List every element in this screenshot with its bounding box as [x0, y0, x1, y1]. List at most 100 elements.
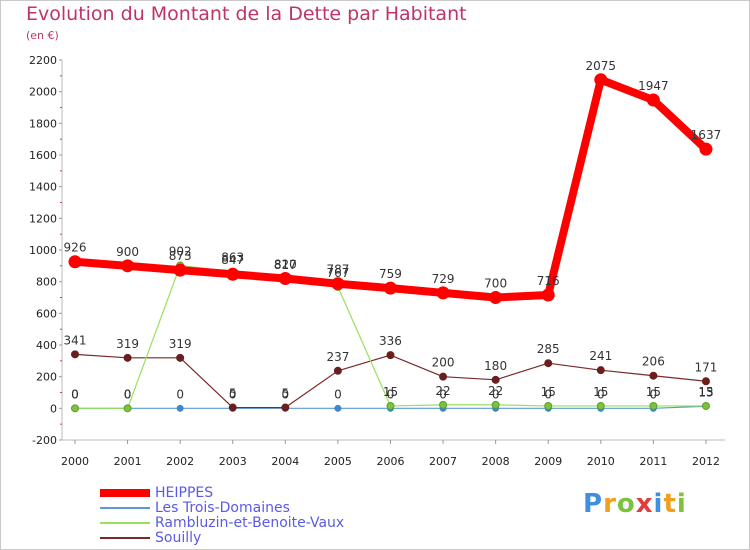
data-label: 0 — [334, 387, 342, 401]
data-point — [334, 404, 342, 412]
x-tick-label: 2003 — [219, 455, 247, 468]
data-point — [649, 371, 658, 380]
data-point — [228, 403, 237, 412]
data-point — [596, 401, 605, 410]
x-tick-label: 2004 — [271, 455, 299, 468]
data-point — [281, 403, 290, 412]
data-label: 0 — [597, 387, 605, 401]
data-point — [386, 401, 395, 410]
x-tick-label: 2011 — [639, 455, 667, 468]
legend-label: Rambluzin-et-Benoite-Vaux — [155, 515, 345, 531]
data-point — [491, 375, 500, 384]
data-label: 200 — [432, 356, 455, 370]
x-tick-label: 2001 — [114, 455, 142, 468]
data-point — [123, 404, 132, 413]
data-label: 926 — [64, 241, 87, 255]
data-point — [491, 400, 500, 409]
data-point — [333, 366, 342, 375]
data-label: 1947 — [638, 79, 669, 93]
data-label: 863 — [221, 251, 244, 265]
y-tick-label: -200 — [32, 434, 57, 447]
data-label: 237 — [326, 350, 349, 364]
data-point — [123, 353, 132, 362]
logo-letter: x — [635, 489, 654, 519]
x-tick-label: 2005 — [324, 455, 352, 468]
legend-swatch — [100, 489, 150, 497]
data-point — [439, 400, 448, 409]
legend-swatch — [100, 522, 150, 524]
x-tick-label: 2006 — [376, 455, 404, 468]
data-point — [226, 267, 240, 281]
logo-letter: i — [653, 489, 664, 519]
data-label: 0 — [229, 387, 237, 401]
data-label: 902 — [169, 245, 192, 259]
data-label: 15 — [541, 385, 556, 399]
data-point — [176, 404, 184, 412]
logo-letter: i — [676, 489, 687, 519]
data-label: 900 — [116, 245, 139, 259]
data-label: 13 — [698, 385, 713, 399]
data-point — [173, 263, 187, 277]
data-point — [596, 366, 605, 375]
data-label: 767 — [326, 266, 349, 280]
data-label: 180 — [484, 359, 507, 373]
data-label: 729 — [432, 272, 455, 286]
legend-swatch — [100, 537, 150, 539]
data-label: 0 — [387, 387, 395, 401]
data-label: 759 — [379, 267, 402, 281]
data-point — [71, 404, 79, 413]
data-label: 15 — [646, 385, 661, 399]
data-label: 0 — [176, 387, 184, 401]
data-point — [541, 288, 555, 302]
x-tick-label: 2002 — [166, 455, 194, 468]
data-label: 700 — [484, 277, 507, 291]
proxiti-logo: Proxiti — [583, 489, 687, 519]
data-label: 0 — [650, 387, 658, 401]
y-tick-label: 1200 — [29, 212, 57, 225]
data-label: 820 — [274, 258, 297, 272]
data-label: 22 — [488, 384, 503, 398]
data-point — [594, 73, 608, 87]
data-point — [649, 401, 658, 410]
y-tick-label: 1400 — [29, 181, 57, 194]
data-label: 1637 — [691, 128, 722, 142]
data-label: 847 — [221, 253, 244, 267]
data-label: 15 — [593, 385, 608, 399]
logo-letter: r — [603, 489, 617, 519]
data-label: 0 — [124, 387, 132, 401]
data-point — [176, 353, 185, 362]
y-tick-label: 1000 — [29, 244, 57, 257]
y-tick-label: 400 — [36, 339, 57, 352]
x-tick-label: 2008 — [482, 455, 510, 468]
x-tick-label: 2010 — [587, 455, 615, 468]
data-label: 341 — [64, 333, 87, 347]
x-tick-label: 2007 — [429, 455, 457, 468]
data-point — [331, 277, 345, 291]
data-label: 171 — [695, 360, 718, 374]
data-point — [278, 272, 292, 285]
y-tick-label: 200 — [36, 371, 57, 384]
data-point — [699, 142, 713, 156]
data-label: 0 — [71, 387, 79, 401]
data-point — [701, 401, 710, 410]
data-label: 15 — [383, 385, 398, 399]
data-label: 787 — [326, 263, 349, 277]
y-tick-label: 600 — [36, 307, 57, 320]
data-label: 2075 — [586, 59, 617, 73]
data-label: 5 — [229, 387, 237, 401]
y-tick-label: 0 — [50, 402, 57, 415]
y-tick-label: 2200 — [29, 54, 57, 67]
data-label: 0 — [281, 387, 289, 401]
data-label: 0 — [71, 387, 79, 401]
legend-label: HEIPPES — [155, 485, 214, 501]
y-tick-label: 1800 — [29, 117, 57, 130]
y-tick-label: 800 — [36, 276, 57, 289]
chart-unit-label: (en €) — [26, 29, 59, 42]
data-label: 241 — [589, 349, 612, 363]
data-label: 0 — [124, 387, 132, 401]
data-label: 336 — [379, 334, 402, 348]
data-point — [383, 281, 397, 295]
logo-letter: P — [583, 489, 604, 519]
data-point — [544, 401, 553, 410]
